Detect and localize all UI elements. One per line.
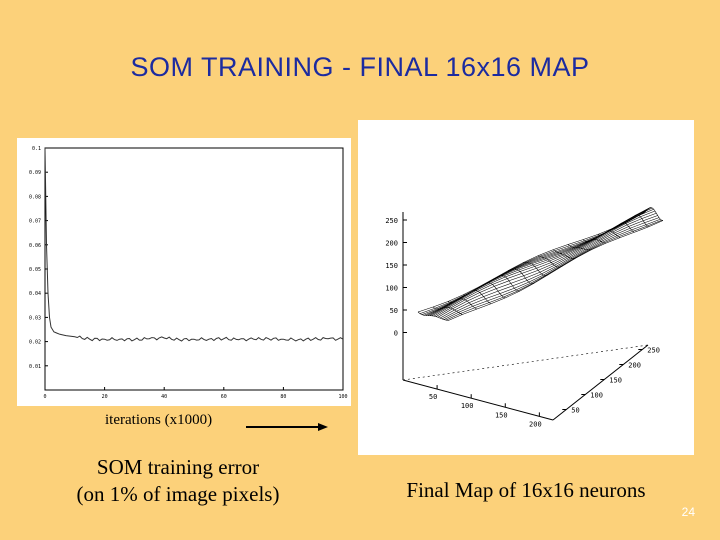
training-error-chart: 0.01 0.02 0.03 0.04 0.05 0.06 0.07 0.08 0.09 0.1 …: [17, 138, 351, 406]
back-axis: [402, 344, 649, 381]
x-axis: [402, 379, 554, 421]
z-tick-label: 150: [385, 262, 398, 270]
mesh-column: [507, 268, 535, 284]
mesh-column: [612, 222, 635, 233]
x-tick-label: 200: [529, 420, 542, 428]
training-error-caption: SOM training error (on 1% of image pixel…: [40, 454, 316, 508]
y-tick-label: 0.06: [29, 243, 41, 249]
y-tick-label: 100: [590, 392, 603, 400]
y-tick-label: 250: [647, 347, 660, 355]
slide-number: 24: [681, 505, 695, 519]
mesh-column: [597, 230, 621, 238]
mesh-row: [417, 212, 644, 313]
mesh-row: [443, 218, 661, 320]
y-tick-label: 0.09: [29, 170, 41, 176]
z-tick-label: 250: [385, 217, 398, 225]
mesh-row: [427, 207, 650, 316]
x-tick-label: 60: [221, 394, 227, 400]
x-tick-label: 150: [495, 411, 508, 419]
mesh-column: [522, 262, 549, 276]
mesh-row: [437, 212, 657, 318]
slide-title: SOM TRAINING - FINAL 16x16 MAP: [130, 52, 590, 82]
caption-line-1: SOM training error: [96, 455, 260, 479]
y-tick-label: 0.02: [29, 340, 41, 346]
y-tick-label: 150: [609, 377, 622, 385]
z-tick-label: 50: [390, 307, 398, 315]
chart-frame: [44, 147, 344, 391]
mesh-column: [537, 255, 563, 268]
mesh-column: [552, 249, 578, 259]
training-error-svg: 0.010.020.030.040.050.060.070.080.090.1 …: [29, 146, 348, 400]
y-tick-label: 50: [571, 407, 579, 415]
mesh-column: [567, 244, 592, 251]
mesh-column: [462, 290, 492, 305]
mesh-row: [439, 215, 658, 319]
final-map-caption: Final Map of 16x16 neurons: [406, 478, 646, 502]
mesh-column: [432, 306, 463, 315]
neuron-grid-mesh: [417, 207, 664, 321]
x-tick-label: 100: [461, 402, 474, 410]
mesh-column: [447, 298, 477, 310]
final-map-svg: 250 200 150 100 50 0 50 100 150 200 250 200 150 100…: [385, 207, 664, 428]
x-tick-label: 40: [161, 394, 167, 400]
mesh-column: [582, 239, 606, 244]
mesh-column: [477, 282, 506, 299]
caption-line-2: (on 1% of image pixels): [76, 482, 280, 506]
x-tick-label: 0: [43, 394, 46, 400]
mesh-row: [447, 220, 664, 321]
x-tick-label: 20: [102, 394, 108, 400]
y-tick-label: 0.01: [29, 364, 41, 370]
mesh-column: [627, 214, 649, 228]
mesh-row: [419, 212, 645, 314]
y-tick-label: 0.05: [29, 267, 41, 273]
y-axis: [552, 344, 649, 421]
y-tick-label: 0.04: [29, 291, 41, 297]
y-tick-label: 0.07: [29, 219, 41, 225]
x-tick-label: 100: [338, 394, 347, 400]
x-tick-label: 50: [429, 393, 437, 401]
y-tick-label: 0.03: [29, 315, 41, 321]
final-map-plot: 250 200 150 100 50 0 50 100 150 200 250 200 150 100…: [358, 120, 694, 455]
mesh-column: [492, 275, 520, 292]
mesh-column: [642, 207, 664, 221]
mesh-column: [417, 311, 449, 321]
series-line: [44, 147, 344, 342]
y-tick-label: 200: [628, 362, 641, 370]
y-tick-label: 0.1: [32, 146, 41, 152]
z-tick-label: 0: [394, 330, 398, 338]
z-tick-label: 200: [385, 240, 398, 248]
arrow-right-icon: [246, 423, 328, 431]
y-tick-label: 0.08: [29, 194, 41, 200]
z-tick-label: 100: [385, 285, 398, 293]
mesh-row: [435, 210, 656, 317]
x-tick-label: 80: [280, 394, 286, 400]
mesh-row: [441, 217, 660, 320]
x-axis-label: iterations (x1000): [105, 412, 213, 428]
mesh-row: [431, 207, 653, 317]
